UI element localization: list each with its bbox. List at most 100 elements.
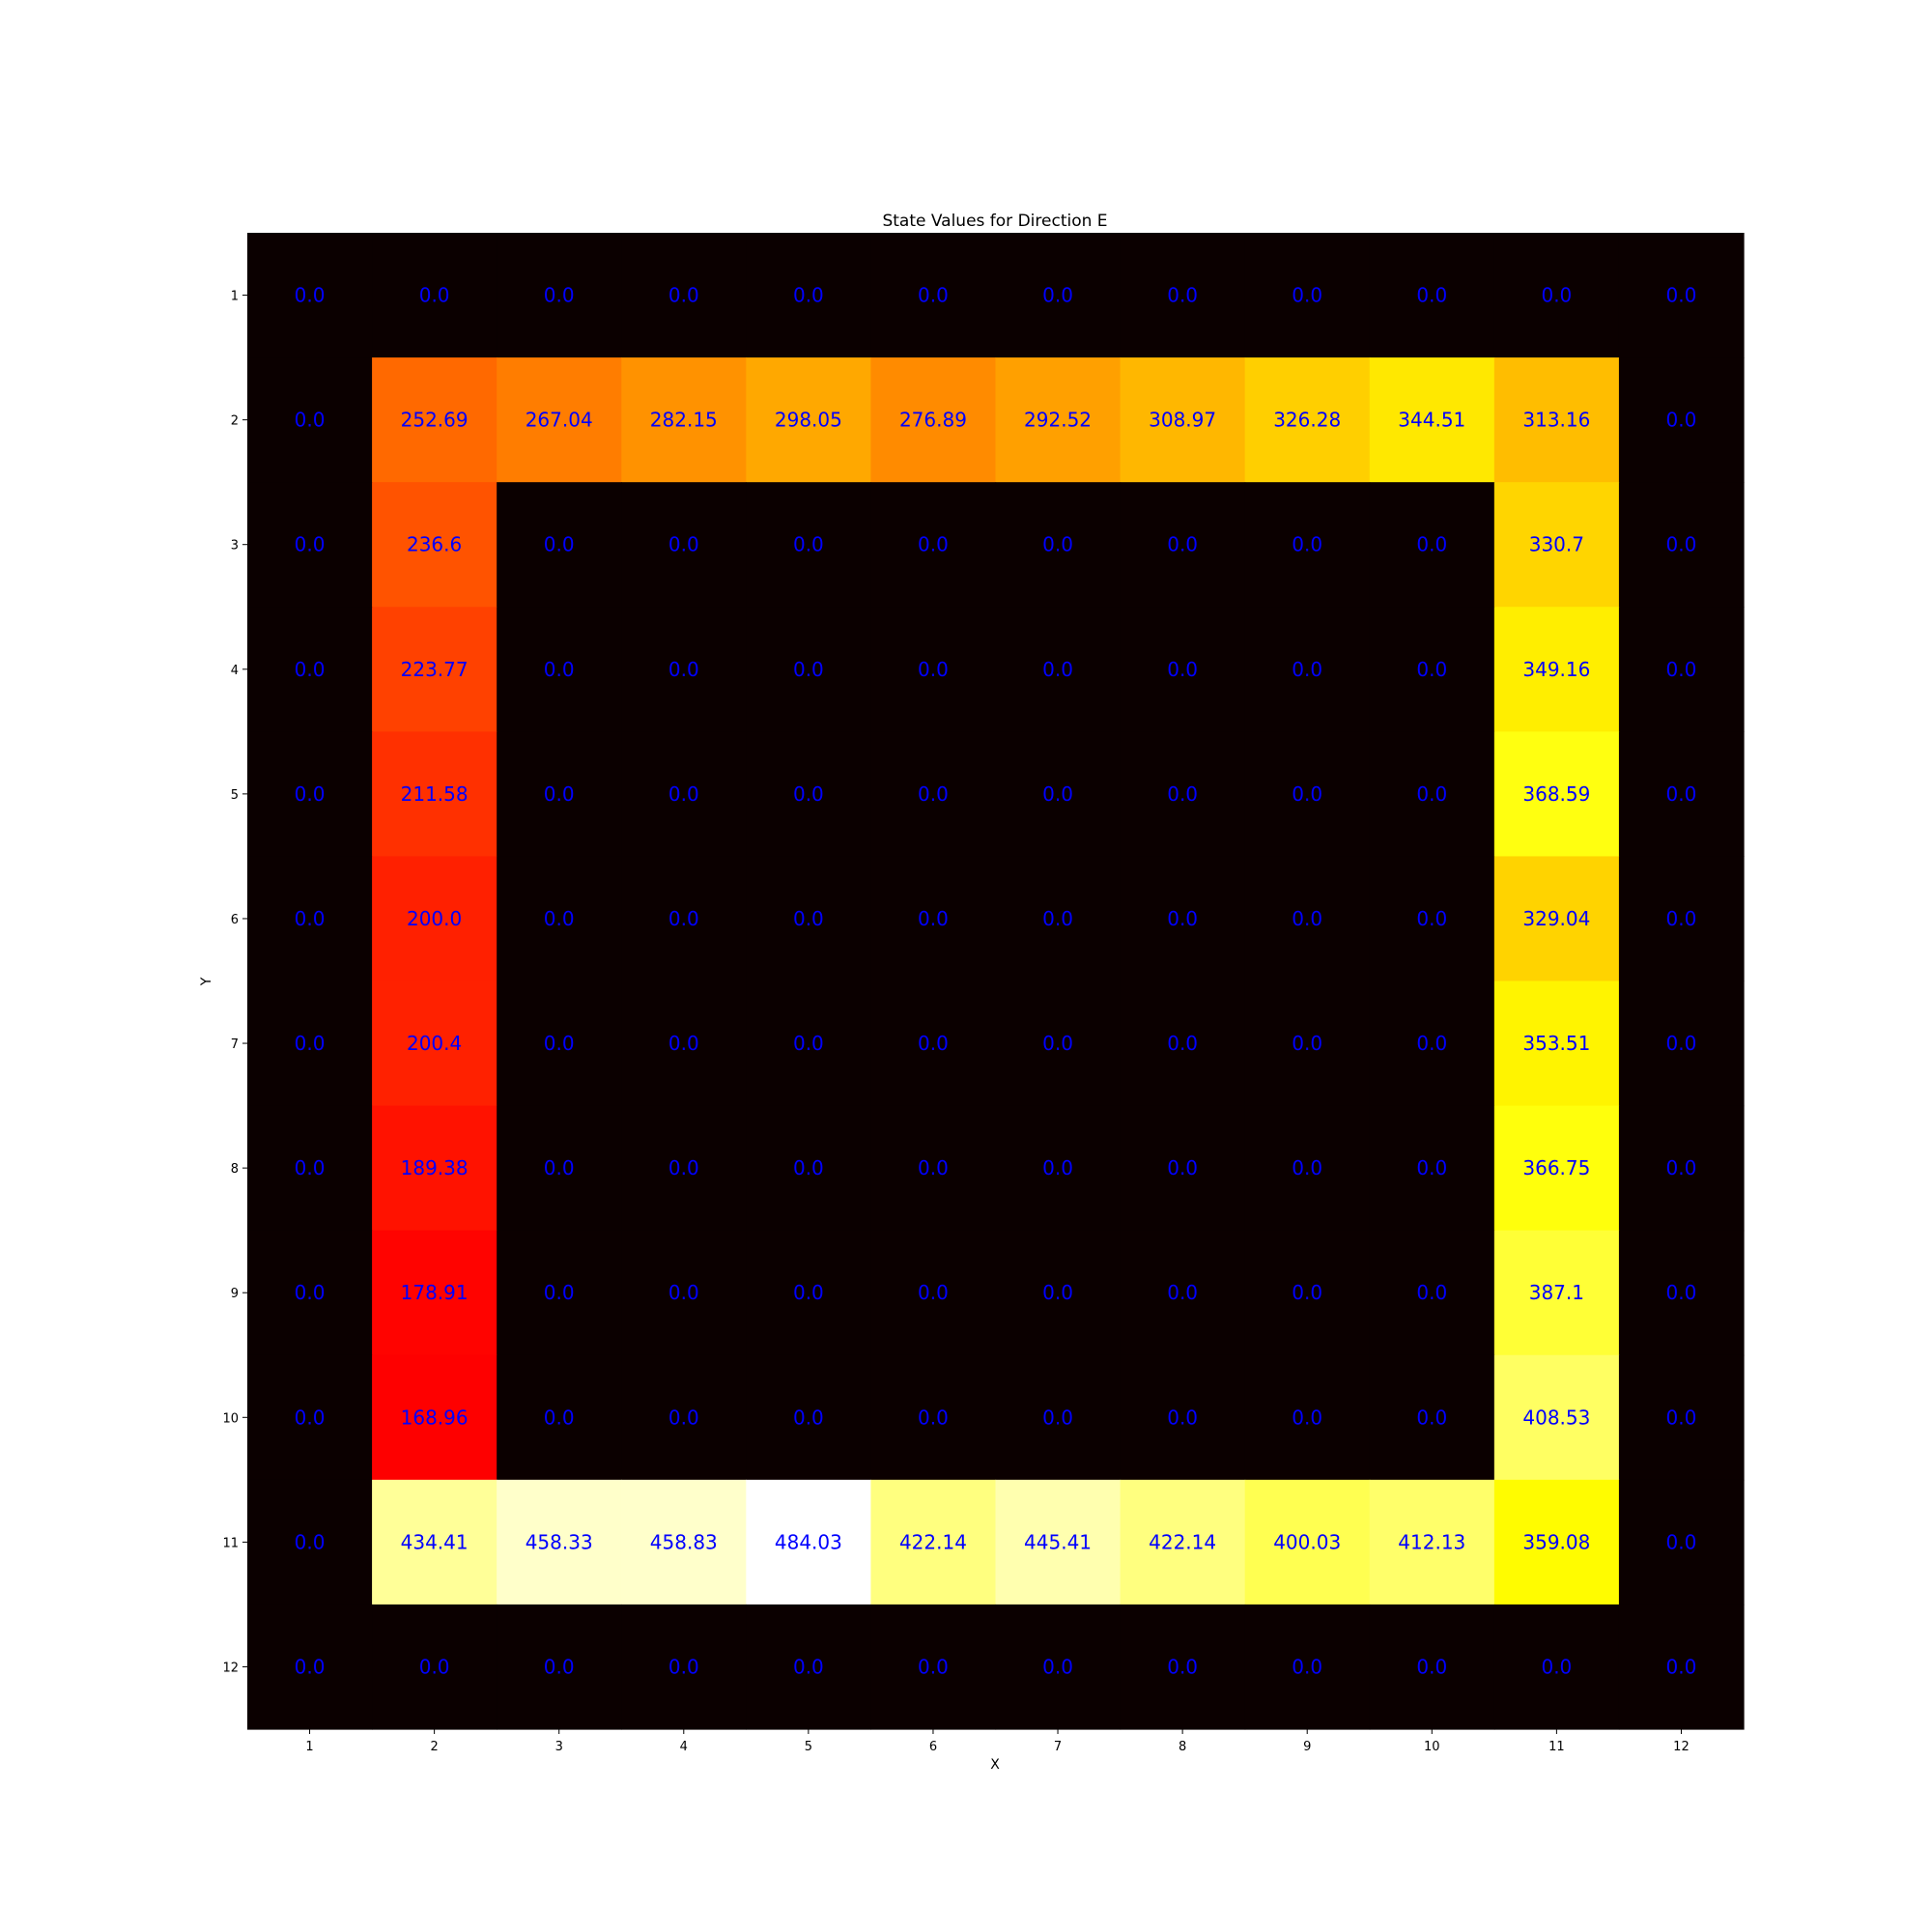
cell-value-label-r5-c7: 0.0	[1042, 782, 1073, 806]
heatmap-cell-r3-c5	[746, 482, 872, 608]
heatmap-cell-r11-c3	[497, 1479, 622, 1605]
heatmap-cell-r11-c1	[247, 1479, 373, 1605]
heatmap-cell-r7-c10	[1369, 980, 1495, 1107]
heatmap-cell-r1-c6	[870, 233, 997, 358]
cell-value-label-r8-c1: 0.0	[295, 1156, 326, 1179]
x-axis-label: X	[990, 1757, 1000, 1773]
cell-value-label-r12-c2: 0.0	[419, 1655, 450, 1678]
cell-value-label-r2-c11: 313.16	[1522, 409, 1590, 432]
cell-value-label-r1-c6: 0.0	[918, 284, 949, 307]
heatmap-cell-r7-c8	[1120, 980, 1246, 1107]
y-tick-label: 5	[231, 788, 239, 803]
cell-value-label-r11-c7: 445.41	[1024, 1530, 1092, 1553]
cell-value-label-r12-c10: 0.0	[1416, 1655, 1447, 1678]
cell-value-label-r9-c2: 178.91	[401, 1281, 469, 1304]
heatmap-cell-r2-c7	[995, 357, 1122, 483]
heatmap-cell-r9-c10	[1369, 1230, 1495, 1356]
heatmap-cell-r7-c11	[1493, 980, 1620, 1107]
cell-value-label-r6-c4: 0.0	[668, 907, 699, 930]
heatmap-cell-r9-c8	[1120, 1230, 1246, 1356]
cell-value-label-r7-c10: 0.0	[1416, 1032, 1447, 1055]
heatmap-cell-r3-c7	[995, 482, 1122, 608]
heatmap-cell-r2-c12	[1618, 357, 1745, 483]
cell-value-label-r9-c11: 387.1	[1529, 1281, 1584, 1304]
y-tick-label: 9	[231, 1287, 239, 1301]
heatmap-cell-r9-c4	[621, 1230, 747, 1356]
cell-value-label-r4-c8: 0.0	[1167, 658, 1198, 681]
cell-value-label-r2-c10: 344.51	[1398, 409, 1465, 432]
cell-value-label-r11-c5: 484.03	[775, 1530, 842, 1553]
heatmap-cell-r10-c1	[247, 1354, 373, 1481]
cell-value-label-r12-c9: 0.0	[1292, 1655, 1322, 1678]
cell-value-label-r4-c11: 349.16	[1522, 658, 1590, 681]
cell-value-label-r11-c3: 458.33	[526, 1530, 593, 1553]
heatmap-cell-r9-c3	[497, 1230, 622, 1356]
heatmap-cell-r8-c4	[621, 1105, 747, 1232]
heatmap-cell-r4-c7	[995, 607, 1122, 732]
heatmap-cell-r1-c2	[372, 233, 497, 358]
cell-value-label-r5-c5: 0.0	[793, 782, 824, 806]
cell-value-label-r5-c10: 0.0	[1416, 782, 1447, 806]
cell-value-label-r9-c8: 0.0	[1167, 1281, 1198, 1304]
cell-value-label-r9-c3: 0.0	[544, 1281, 575, 1304]
heatmap-cell-r2-c11	[1493, 357, 1620, 483]
cell-value-label-r5-c12: 0.0	[1666, 782, 1697, 806]
cell-value-label-r12-c5: 0.0	[793, 1655, 824, 1678]
x-tick-label: 4	[680, 1740, 688, 1754]
cell-value-label-r1-c9: 0.0	[1292, 284, 1322, 307]
cell-value-label-r1-c12: 0.0	[1666, 284, 1697, 307]
cell-value-label-r11-c2: 434.41	[401, 1530, 469, 1553]
heatmap-cell-r8-c12	[1618, 1105, 1745, 1232]
heatmap-cell-r10-c3	[497, 1354, 622, 1481]
heatmap-cell-r9-c9	[1244, 1230, 1371, 1356]
heatmap-cell-r7-c9	[1244, 980, 1371, 1107]
heatmap-cell-r2-c1	[247, 357, 373, 483]
cell-value-label-r10-c2: 168.96	[401, 1406, 469, 1429]
cell-value-label-r4-c4: 0.0	[668, 658, 699, 681]
cell-value-label-r3-c3: 0.0	[544, 533, 575, 556]
heatmap-cell-r7-c3	[497, 980, 622, 1107]
heatmap-cell-r7-c2	[372, 980, 497, 1107]
cell-value-label-r10-c3: 0.0	[544, 1406, 575, 1429]
heatmap-cell-r10-c7	[995, 1354, 1122, 1481]
cell-value-label-r2-c6: 276.89	[899, 409, 967, 432]
cell-value-label-r9-c6: 0.0	[918, 1281, 949, 1304]
heatmap-cell-r11-c9	[1244, 1479, 1371, 1605]
cell-value-label-r6-c10: 0.0	[1416, 907, 1447, 930]
cell-value-label-r3-c9: 0.0	[1292, 533, 1322, 556]
heatmap-cell-r12-c4	[621, 1604, 747, 1730]
heatmap-cell-r4-c3	[497, 607, 622, 732]
cell-value-label-r5-c4: 0.0	[668, 782, 699, 806]
x-tick-label: 7	[1054, 1740, 1062, 1754]
cell-value-label-r10-c1: 0.0	[295, 1406, 326, 1429]
heatmap-cell-r2-c8	[1120, 357, 1246, 483]
y-tick-label: 7	[231, 1037, 239, 1052]
cell-value-label-r6-c5: 0.0	[793, 907, 824, 930]
heatmap-cell-r1-c4	[621, 233, 747, 358]
cell-value-label-r11-c9: 400.03	[1273, 1530, 1341, 1553]
x-tick-label: 2	[430, 1740, 438, 1754]
cell-value-label-r3-c11: 330.7	[1529, 533, 1584, 556]
cell-value-label-r2-c1: 0.0	[295, 409, 326, 432]
cell-value-label-r8-c4: 0.0	[668, 1156, 699, 1179]
heatmap-cell-r9-c5	[746, 1230, 872, 1356]
heatmap-cell-r11-c10	[1369, 1479, 1495, 1605]
cell-value-label-r9-c9: 0.0	[1292, 1281, 1322, 1304]
cell-value-label-r10-c7: 0.0	[1042, 1406, 1073, 1429]
heatmap-cell-r9-c6	[870, 1230, 997, 1356]
cell-value-label-r8-c7: 0.0	[1042, 1156, 1073, 1179]
heatmap-cell-r6-c5	[746, 856, 872, 982]
cell-value-label-r5-c1: 0.0	[295, 782, 326, 806]
heatmap-cell-r3-c12	[1618, 482, 1745, 608]
y-tick-label: 3	[231, 539, 239, 554]
heatmap-cell-r4-c6	[870, 607, 997, 732]
cell-value-label-r10-c9: 0.0	[1292, 1406, 1322, 1429]
heatmap-cell-r4-c2	[372, 607, 497, 732]
cell-value-label-r4-c1: 0.0	[295, 658, 326, 681]
cell-value-label-r11-c11: 359.08	[1522, 1530, 1590, 1553]
cell-value-label-r10-c4: 0.0	[668, 1406, 699, 1429]
x-tick-label: 5	[805, 1740, 812, 1754]
heatmap-cell-r8-c7	[995, 1105, 1122, 1232]
heatmap-cell-r2-c3	[497, 357, 622, 483]
